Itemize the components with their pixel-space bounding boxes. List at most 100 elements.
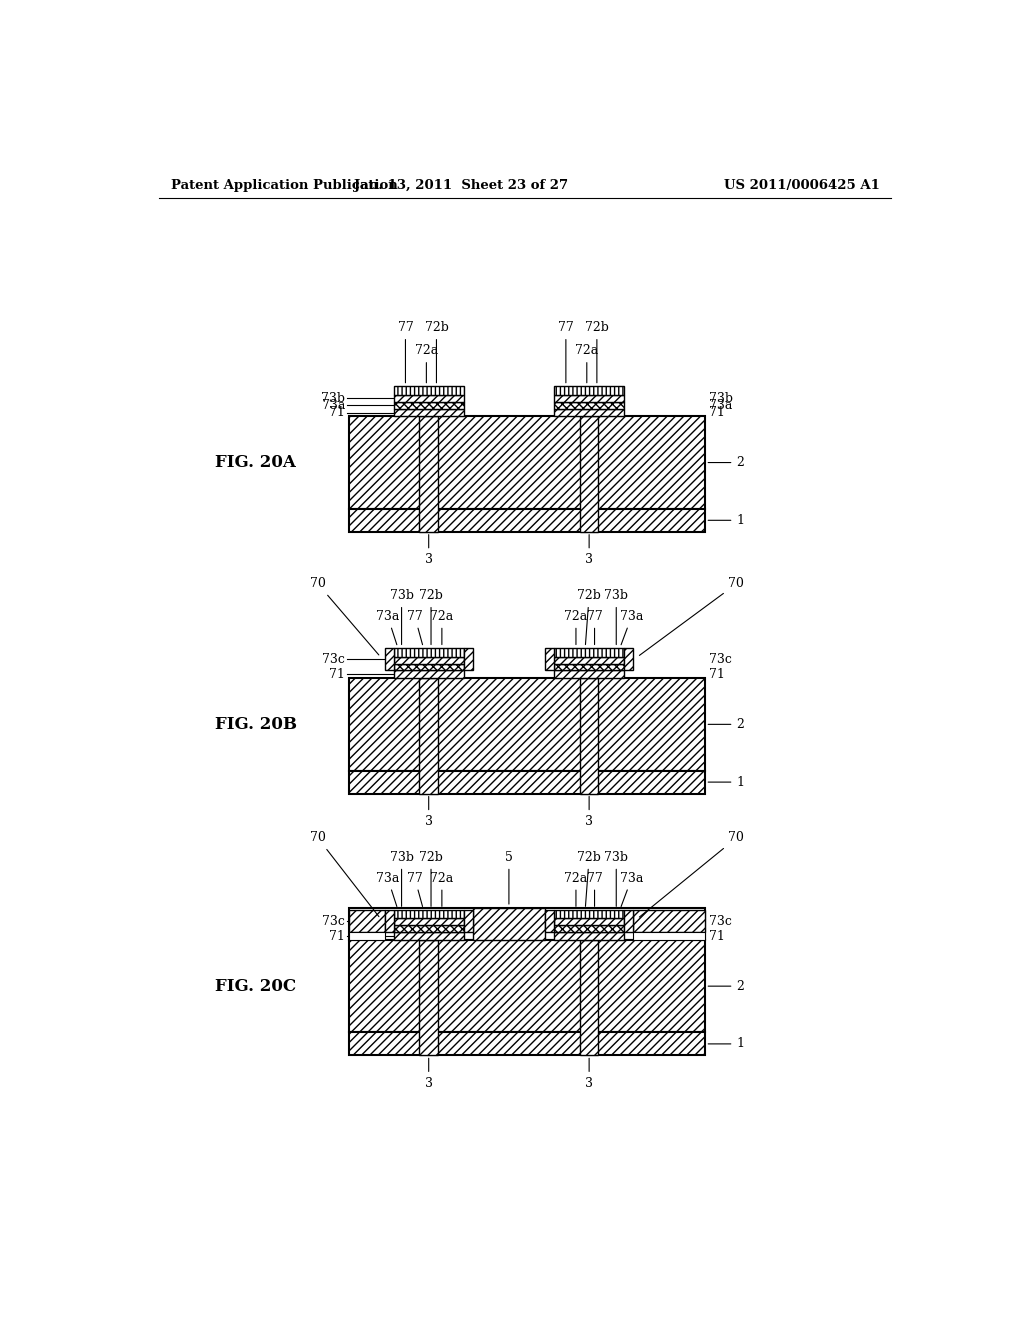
Text: 72a: 72a (430, 871, 454, 907)
Bar (580, 678, 598, 793)
Text: 73a: 73a (322, 399, 345, 412)
Bar (554, 925, 624, 932)
Text: 77: 77 (407, 610, 423, 644)
Text: 72a: 72a (415, 345, 438, 383)
Bar (554, 932, 624, 940)
Bar (624, 909, 633, 932)
Bar (349, 909, 385, 932)
Text: 73a: 73a (621, 610, 643, 644)
Text: 72a: 72a (575, 345, 598, 383)
Bar (349, 508, 706, 532)
Text: 70: 70 (310, 832, 379, 916)
Text: 72b: 72b (578, 589, 601, 644)
Text: 73c: 73c (323, 653, 345, 665)
Text: 73a: 73a (376, 610, 399, 644)
Bar (394, 919, 464, 925)
Text: 77: 77 (587, 610, 602, 644)
Bar (394, 387, 464, 395)
Text: FIG. 20C: FIG. 20C (215, 978, 296, 995)
Bar (420, 940, 438, 1056)
Bar (394, 648, 464, 656)
Text: 70: 70 (639, 577, 744, 656)
Text: 72b: 72b (419, 589, 443, 644)
Text: 73a: 73a (710, 399, 732, 412)
Text: 3: 3 (425, 1059, 433, 1090)
Bar (554, 671, 624, 678)
Text: 73b: 73b (321, 392, 345, 405)
Text: 77: 77 (397, 321, 414, 383)
Text: 70: 70 (639, 832, 744, 917)
Text: FIG. 20B: FIG. 20B (215, 715, 297, 733)
Text: 73b: 73b (604, 850, 629, 907)
Text: 77: 77 (558, 321, 573, 383)
Text: 72a: 72a (564, 871, 588, 907)
Text: 1: 1 (709, 1038, 744, 1051)
Bar (554, 401, 624, 409)
Text: 72a: 72a (564, 610, 588, 644)
Bar (385, 909, 394, 932)
Bar (394, 401, 464, 409)
Text: 3: 3 (585, 796, 593, 828)
Text: 1: 1 (709, 776, 744, 788)
Text: 2: 2 (709, 718, 744, 731)
Text: 2: 2 (709, 455, 744, 469)
Text: 71: 71 (329, 407, 345, 418)
Bar (420, 678, 438, 793)
Bar (349, 1032, 706, 1056)
Text: Jan. 13, 2011  Sheet 23 of 27: Jan. 13, 2011 Sheet 23 of 27 (354, 178, 568, 191)
Text: 73b: 73b (389, 850, 414, 907)
Bar (349, 932, 385, 940)
Text: 2: 2 (709, 979, 744, 993)
Bar (554, 409, 624, 416)
Bar (394, 909, 464, 919)
Text: 3: 3 (425, 535, 433, 566)
Text: 5: 5 (505, 850, 513, 904)
Bar (554, 664, 624, 671)
Bar (394, 409, 464, 416)
Text: 77: 77 (407, 871, 423, 907)
Text: 71: 71 (710, 668, 725, 681)
Bar (554, 387, 624, 395)
Text: US 2011/0006425 A1: US 2011/0006425 A1 (724, 178, 880, 191)
Bar (554, 919, 624, 925)
Bar (394, 671, 464, 678)
Text: 73b: 73b (389, 589, 414, 644)
Bar (464, 648, 473, 671)
Text: 72b: 72b (585, 321, 609, 383)
Bar (349, 416, 706, 508)
Text: 3: 3 (425, 796, 433, 828)
Bar (554, 656, 624, 664)
Text: 77: 77 (587, 871, 602, 907)
Bar (349, 908, 706, 940)
Bar (349, 771, 706, 793)
Text: Patent Application Publication: Patent Application Publication (171, 178, 397, 191)
Bar (554, 395, 624, 401)
Text: 73c: 73c (323, 915, 345, 928)
Text: 70: 70 (310, 577, 379, 655)
Text: 71: 71 (710, 929, 725, 942)
Text: 3: 3 (585, 535, 593, 566)
Text: 73c: 73c (710, 653, 732, 665)
Text: 73a: 73a (621, 871, 643, 907)
Text: 71: 71 (329, 668, 345, 681)
Text: FIG. 20A: FIG. 20A (215, 454, 296, 471)
Bar (624, 648, 633, 671)
Bar (394, 932, 464, 940)
Bar (420, 416, 438, 532)
Bar (554, 648, 624, 656)
Bar (349, 940, 706, 1032)
Bar (545, 648, 554, 671)
Text: 72a: 72a (430, 610, 454, 644)
Bar (554, 909, 624, 919)
Bar (473, 908, 545, 940)
Text: 73c: 73c (710, 915, 732, 928)
Bar (394, 925, 464, 932)
Text: 71: 71 (329, 929, 345, 942)
Bar (545, 909, 554, 932)
Text: 3: 3 (585, 1059, 593, 1090)
Text: 72b: 72b (425, 321, 449, 383)
Bar (633, 909, 706, 932)
Bar (394, 664, 464, 671)
Text: 73b: 73b (710, 392, 733, 405)
Bar (394, 656, 464, 664)
